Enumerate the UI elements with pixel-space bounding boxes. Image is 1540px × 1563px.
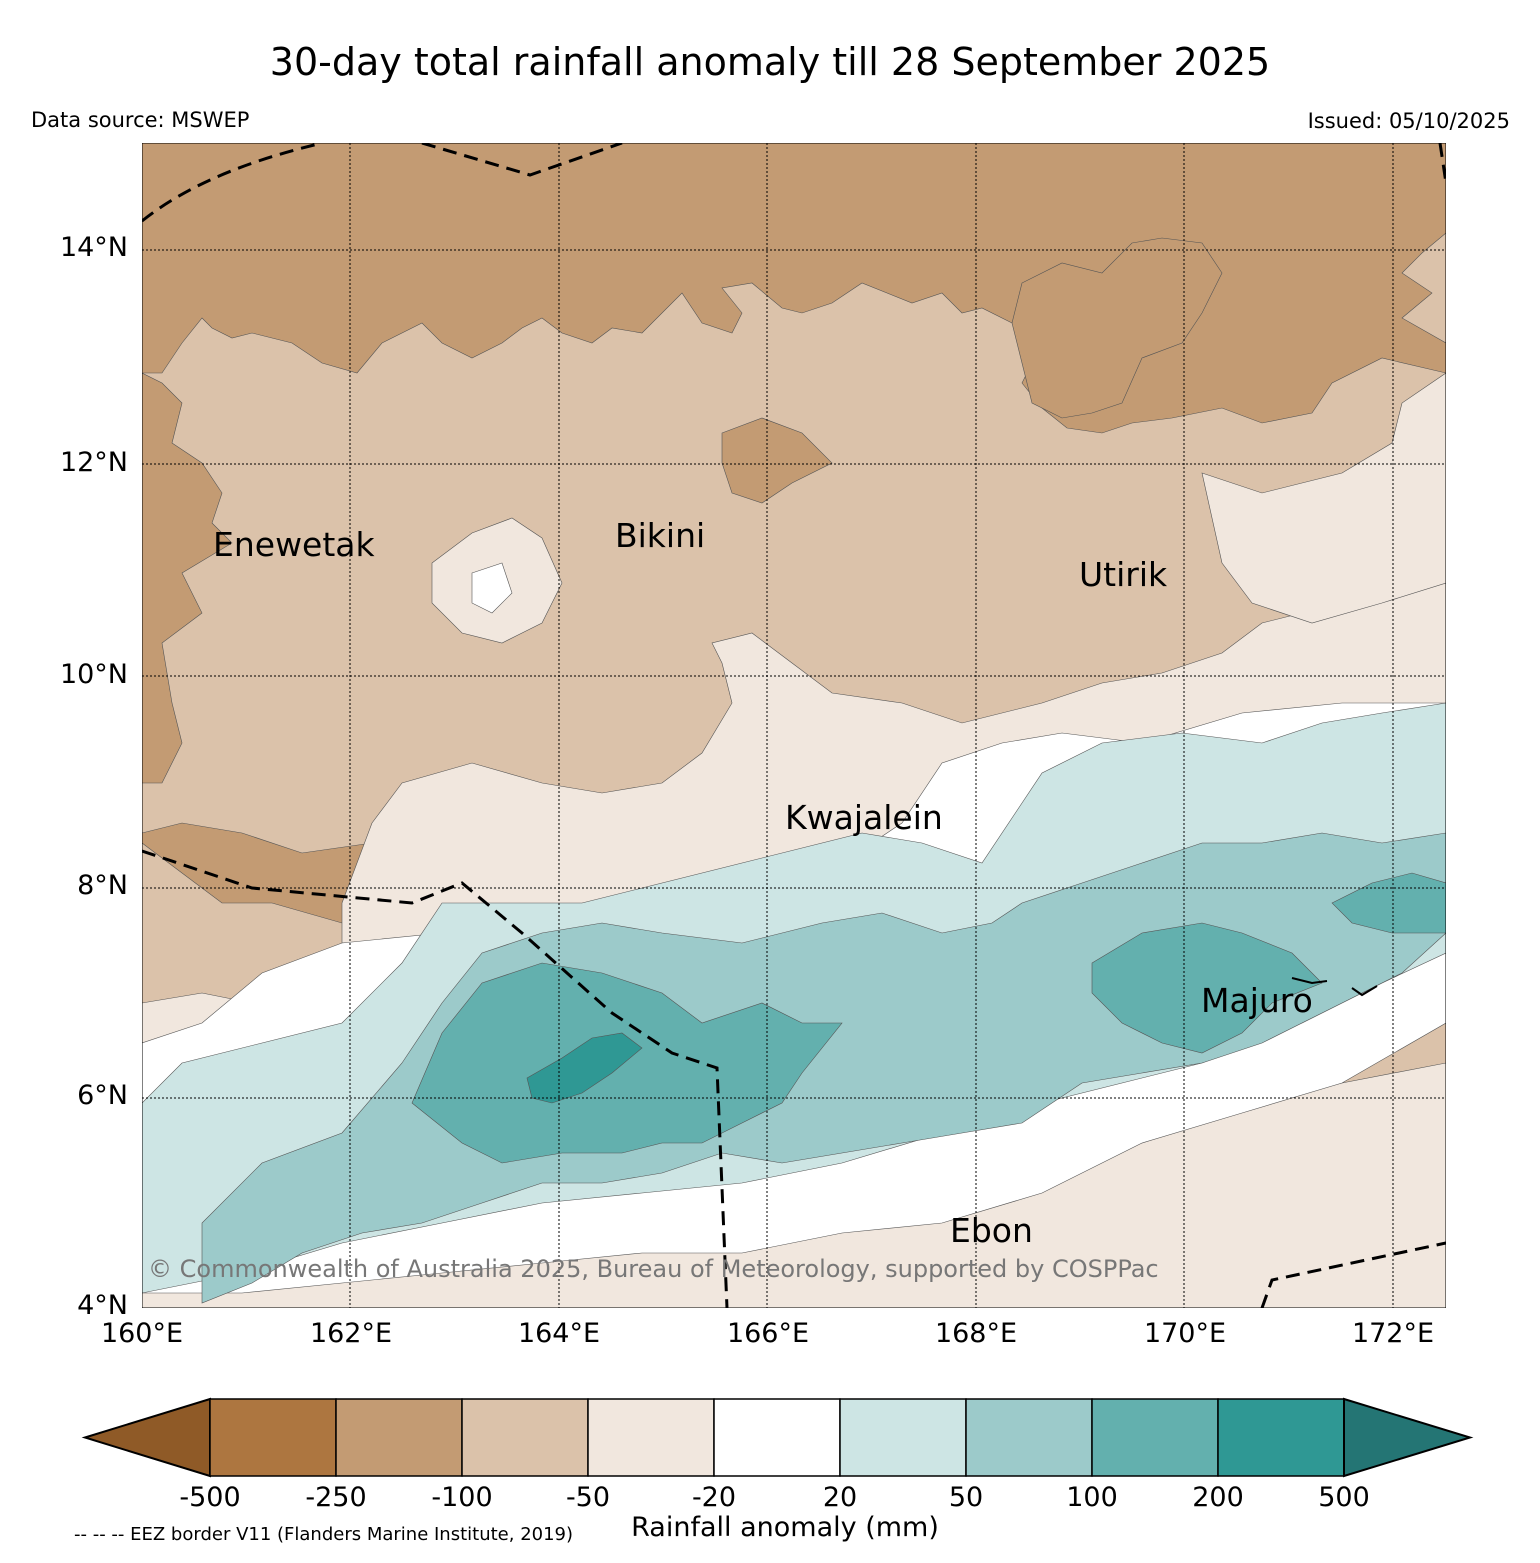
- lon-label-162e: 162°E: [309, 1318, 393, 1349]
- copyright-notice: © Commonwealth of Australia 2025, Bureau…: [148, 1255, 1159, 1283]
- colorbar-tick: 100: [1066, 1482, 1118, 1513]
- colorbar-cell: [713, 1398, 841, 1477]
- colorbar-cell: [461, 1398, 589, 1477]
- colorbar-label: Rainfall anomaly (mm): [631, 1512, 939, 1543]
- data-source: Data source: MSWEP: [31, 108, 250, 132]
- place-majuro: Majuro: [1201, 981, 1313, 1020]
- lat-label-4n: 4°N: [77, 1290, 128, 1321]
- place-ebon: Ebon: [950, 1211, 1033, 1250]
- lon-label-172e: 172°E: [1351, 1318, 1435, 1349]
- colorbar-tick: 500: [1318, 1482, 1370, 1513]
- coastlines: [1291, 977, 1378, 997]
- eez-borders: [142, 143, 1446, 1308]
- colorbar-cell: [1091, 1398, 1219, 1477]
- lon-label-160e: 160°E: [100, 1318, 184, 1349]
- lon-label-164e: 164°E: [517, 1318, 601, 1349]
- colorbar-cell: [335, 1398, 463, 1477]
- place-enewetak: Enewetak: [213, 525, 376, 564]
- colorbar-cell: [1217, 1398, 1345, 1477]
- colorbar-tick: -250: [305, 1482, 367, 1513]
- place-bikini: Bikini: [615, 516, 705, 555]
- lat-label-10n: 10°N: [59, 659, 128, 690]
- zone-extremely-wet: [526, 1032, 643, 1104]
- colorbar-tick: 20: [822, 1482, 858, 1513]
- zone-near-normal-island: [471, 562, 513, 614]
- graticule: [142, 143, 1446, 1308]
- colorbar-cell: [209, 1398, 337, 1477]
- colorbar: [81, 1397, 1474, 1478]
- zone-dry-west: [142, 372, 233, 784]
- lat-label-14n: 14°N: [59, 232, 128, 263]
- colorbar-tick: -20: [691, 1482, 737, 1513]
- colorbar-tick: -100: [431, 1482, 493, 1513]
- place-kwajalein: Kwajalein: [785, 798, 943, 837]
- zone-dry-utirik: [1011, 237, 1223, 419]
- zone-very-wet-majuro: [1091, 922, 1323, 1054]
- lat-label-6n: 6°N: [77, 1080, 128, 1111]
- zone-slightly-dry-east: [1201, 372, 1446, 624]
- lat-label-8n: 8°N: [77, 870, 128, 901]
- colorbar-extend-high: [1343, 1397, 1474, 1478]
- zone-dry-bikini: [721, 417, 833, 504]
- eez-note: -- -- -- EEZ border V11 (Flanders Marine…: [74, 1524, 574, 1545]
- colorbar-tick: 50: [948, 1482, 984, 1513]
- colorbar-tick: -50: [565, 1482, 611, 1513]
- lon-label-170e: 170°E: [1143, 1318, 1227, 1349]
- colorbar-cell: [965, 1398, 1093, 1477]
- colorbar-cell: [587, 1398, 715, 1477]
- colorbar-cell: [839, 1398, 967, 1477]
- issued-date: Issued: 05/10/2025: [1307, 109, 1510, 133]
- place-utirik: Utirik: [1079, 555, 1168, 594]
- lon-label-166e: 166°E: [726, 1318, 810, 1349]
- zone-very-wet-east: [1331, 872, 1446, 934]
- rainfall-map: Enewetak Bikini Utirik Kwajalein Majuro …: [142, 143, 1446, 1308]
- lat-label-12n: 12°N: [59, 447, 128, 478]
- zone-very-wet: [411, 962, 843, 1164]
- colorbar-tick: 200: [1192, 1482, 1244, 1513]
- colorbar-tick: -500: [179, 1482, 241, 1513]
- lon-label-168e: 168°E: [934, 1318, 1018, 1349]
- colorbar-extend-low: [81, 1397, 211, 1478]
- chart-title: 30-day total rainfall anomaly till 28 Se…: [269, 40, 1271, 84]
